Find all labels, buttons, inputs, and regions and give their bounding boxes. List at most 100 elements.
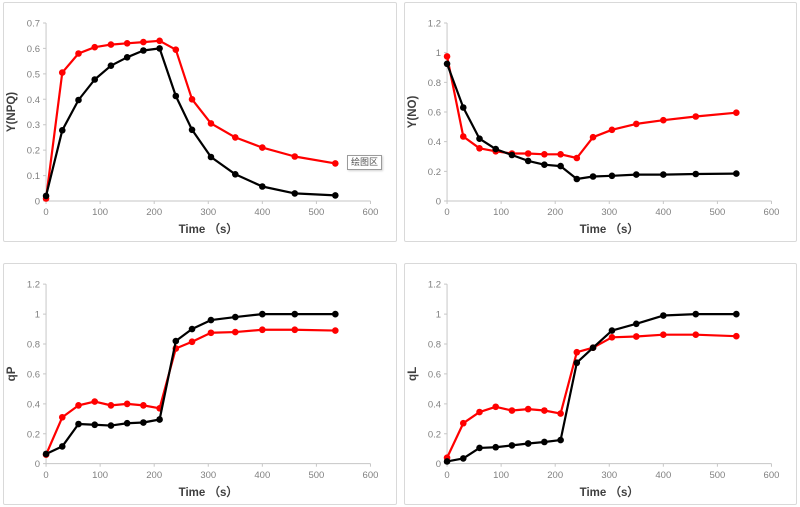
red-series-marker — [524, 405, 531, 413]
red-series-marker — [573, 154, 580, 162]
black-series-marker — [207, 316, 215, 324]
chart-panel-qp[interactable]: 0 100 200 300 400 500 600 0 0.2 0.4 0.6 0.8 1 1.2 Time… — [3, 263, 397, 505]
black-series-marker — [91, 421, 99, 429]
black-series-marker — [589, 344, 596, 352]
y-tick-label: 1.2 — [427, 280, 440, 291]
black-series-marker — [231, 313, 239, 321]
black-series-marker — [556, 162, 564, 170]
x-tick-label: 200 — [146, 207, 162, 218]
black-series-marker — [556, 436, 564, 444]
x-tick-label: 0 — [43, 207, 48, 218]
black-series-line — [445, 62, 737, 181]
red-series-marker — [332, 327, 339, 334]
red-series-marker — [556, 410, 564, 417]
x-tick-label: 500 — [709, 207, 725, 218]
red-series-marker — [172, 46, 180, 53]
red-series-marker — [91, 43, 99, 51]
black-series-marker — [443, 60, 450, 68]
y-tick-label: 0.2 — [27, 146, 40, 157]
black-series-marker — [732, 170, 740, 177]
red-series-marker — [540, 151, 548, 158]
black-series-marker — [732, 310, 740, 318]
x-axis-title: Time （s） — [579, 485, 638, 499]
y-tick-label: 0 — [35, 197, 40, 208]
black-series-marker — [291, 310, 299, 318]
y-tick-label: 1 — [435, 310, 440, 321]
y-tick-label: 0.8 — [427, 78, 440, 89]
y-tick-label: 0.5 — [27, 69, 40, 80]
black-series-marker — [540, 161, 548, 168]
x-tick-label: 200 — [547, 470, 563, 481]
black-series-marker — [540, 438, 548, 446]
red-series-marker — [58, 69, 66, 76]
y-tick-label: 0.6 — [27, 44, 40, 55]
x-tick-label: 500 — [308, 207, 324, 218]
red-series-marker — [659, 331, 667, 339]
chart-svg-y-npq: 0 100 200 300 400 500 600 0 0.1 0.2 0.3 0.4 0.5 0.6 0.… — [6, 19, 379, 236]
red-series-marker — [459, 419, 467, 427]
black-series-marker — [524, 157, 531, 165]
x-tick-label: 600 — [363, 207, 379, 218]
black-series-marker — [259, 183, 266, 190]
y-tick-label: 0.4 — [27, 95, 40, 106]
black-series-marker — [475, 135, 483, 142]
red-series-marker — [475, 145, 483, 152]
black-series-marker — [75, 96, 82, 104]
y-tick-label: 0.2 — [427, 429, 440, 440]
red-series-marker — [632, 120, 640, 128]
black-series-marker — [459, 455, 467, 462]
red-series-marker — [691, 113, 699, 120]
y-tick-label: 0.2 — [427, 167, 440, 178]
red-series-marker — [107, 41, 115, 48]
red-series-marker — [123, 400, 131, 408]
y-tick-label: 0.4 — [427, 137, 440, 148]
black-series-marker — [332, 310, 339, 318]
red-series-marker — [156, 37, 163, 45]
black-series-marker — [691, 170, 699, 178]
chart-panel-ql[interactable]: 0 100 200 300 400 500 600 0 0.2 0.4 0.6 0.8 1 1.2 Time… — [403, 263, 797, 505]
black-series-marker — [75, 420, 82, 428]
red-series-marker — [608, 333, 615, 341]
chart-panel-y-npq[interactable]: 0 100 200 300 400 500 600 0 0.1 0.2 0.3 0.4 0.5 0.6 0.… — [3, 2, 397, 242]
black-series-marker — [608, 172, 615, 180]
black-series-marker — [156, 45, 163, 52]
black-series-marker — [172, 337, 180, 345]
x-tick-label: 400 — [254, 207, 270, 218]
red-series-marker — [231, 328, 239, 336]
red-series-marker — [691, 331, 699, 339]
red-series-marker — [259, 326, 266, 334]
red-series-marker — [332, 160, 339, 167]
x-axis-title: Time （s） — [179, 222, 238, 236]
x-tick-label: 500 — [308, 470, 324, 481]
red-series-marker — [91, 398, 99, 405]
x-tick-label: 400 — [655, 470, 671, 481]
black-series-line — [44, 47, 337, 197]
chart-panel-y-no[interactable]: 0 100 200 300 400 500 600 0 0.2 0.4 0.6 0.8 1 1.2 Time… — [403, 2, 797, 242]
black-series-marker — [91, 76, 99, 83]
black-series-marker — [123, 54, 131, 61]
black-series-marker — [207, 153, 215, 161]
black-series-marker — [589, 173, 596, 180]
y-tick-label: 0.1 — [27, 171, 40, 182]
red-series-marker — [58, 413, 66, 421]
black-series-marker — [573, 175, 580, 183]
red-series-marker — [540, 407, 548, 414]
y-tick-label: 1.2 — [27, 280, 40, 291]
y-tick-label: 0.6 — [27, 369, 40, 380]
black-series-marker — [58, 127, 66, 134]
x-tick-label: 300 — [200, 470, 216, 481]
y-axis-title: Y(NPQ) — [6, 92, 18, 132]
y-tick-label: 0.2 — [27, 429, 40, 440]
black-series-marker — [188, 325, 196, 333]
y-axis-title: Y(NO) — [407, 96, 419, 129]
black-series-marker — [491, 145, 499, 153]
red-series-marker — [123, 40, 131, 47]
red-series-marker — [475, 408, 483, 416]
red-series-marker — [188, 96, 196, 103]
x-tick-label: 200 — [547, 207, 563, 218]
black-series-marker — [508, 442, 515, 449]
black-series-marker — [107, 422, 115, 429]
x-tick-label: 0 — [43, 470, 48, 481]
red-series-marker — [573, 348, 580, 356]
